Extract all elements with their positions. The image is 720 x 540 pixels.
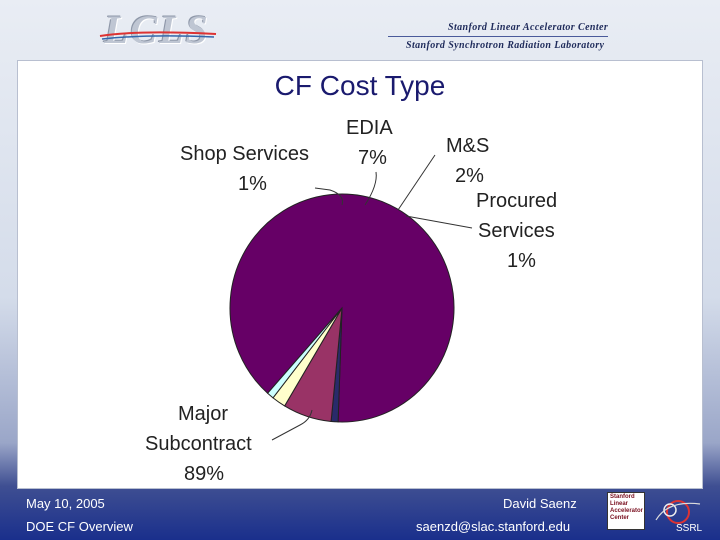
chart-title: CF Cost Type [274,70,446,101]
header-lab-line1: Stanford Linear Accelerator Center [448,22,609,33]
label-procured-services: Services [478,220,555,242]
label-major-subcontract: Subcontract [145,433,252,455]
leader-line-major [271,409,313,441]
label-shop-services-pct: 1% [238,173,267,195]
leader-line-shop [314,187,343,206]
footer-author: David Saenz [503,496,577,511]
label-edia-pct: 7% [358,147,387,169]
leader-line-ms [397,154,436,211]
header-banner: LCLS Stanford Linear Accelerator Center … [0,0,720,58]
pie-slice-procured-services [266,307,343,399]
label-edia: EDIA [346,117,393,139]
header-divider [388,36,608,37]
label-procured-pct: 1% [507,250,536,272]
label-procured: Procured [476,190,557,212]
label-ms: M&S [446,135,489,157]
label-shop-services: Shop Services [180,143,309,165]
label-ms-pct: 2% [455,165,484,187]
footer-subtitle: DOE CF Overview [26,519,133,534]
slac-logo: Stanford Linear Accelerator Center [607,492,645,530]
header-lab-line2: Stanford Synchrotron Radiation Laborator… [406,40,605,51]
ssrl-logo: SSRL [655,500,703,534]
pie-slices [229,193,455,423]
footer-email: saenzd@slac.stanford.edu [416,519,571,534]
label-major: Major [178,403,228,425]
ssrl-logo-text: SSRL [676,523,703,534]
leader-line-edia [364,171,377,206]
lcls-logo: LCLS [104,7,210,52]
footer-date: May 10, 2005 [26,496,105,511]
logo-swoosh-icon [99,31,217,40]
label-major-pct: 89% [184,463,224,485]
leader-line-procured [405,215,473,229]
